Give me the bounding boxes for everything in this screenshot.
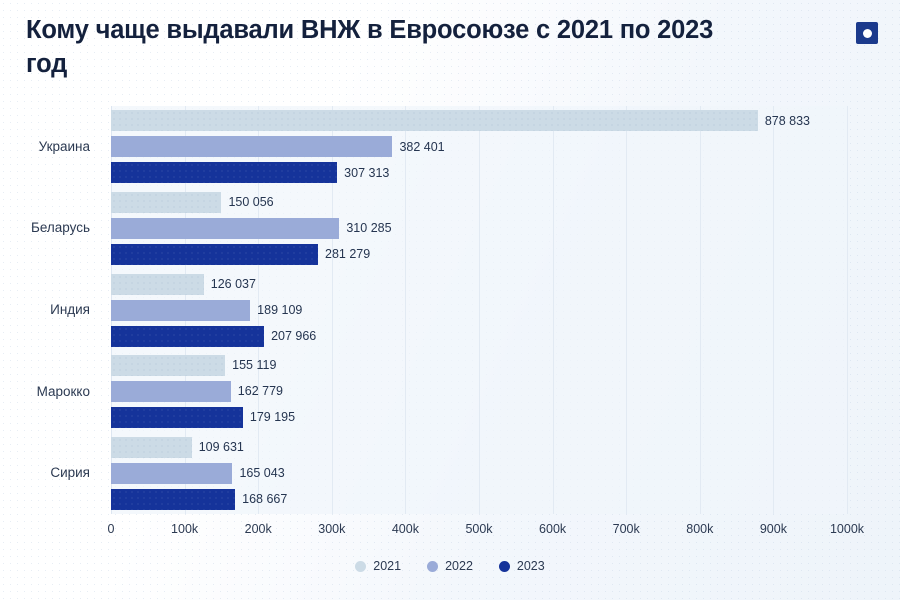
bar-group: 150 056 310 285 281 279 [111,191,847,265]
legend-swatch-icon [355,560,367,572]
bar-2021[interactable] [111,191,222,213]
legend-label: 2023 [516,559,545,573]
x-axis-tick: 0 [107,522,115,536]
bar-row[interactable]: 168 667 [111,488,288,510]
x-axis-tick: 200k [244,522,272,536]
bar-2023[interactable] [111,243,319,265]
bar-value-label: 189 109 [257,302,303,317]
legend-item-2023[interactable]: 2023 [498,559,545,573]
legend-item-2021[interactable]: 2021 [355,559,401,573]
legend-label: 2022 [445,559,473,573]
bar-value-label: 281 279 [325,247,371,262]
bar-value-label: 165 043 [239,465,285,480]
bar-value-label: 168 667 [242,491,288,506]
bar-2021[interactable] [111,110,758,132]
bar-row[interactable]: 109 631 [111,436,244,458]
bar-2022[interactable] [111,381,231,403]
gridline [847,106,848,514]
plot-area: 878 833 382 401 307 313 150 056 310 285 281 2… [111,106,848,514]
bar-value-label: 382 401 [399,139,445,154]
legend-item-2022[interactable]: 2022 [427,559,473,573]
bar-group: 126 037 189 109 207 966 [111,273,847,347]
bar-row[interactable]: 878 833 [111,110,810,132]
bar-2023[interactable] [111,488,236,510]
x-axis-tick: 300k [318,522,346,536]
x-axis-tick: 500k [465,522,493,536]
bar-2021[interactable] [111,273,204,295]
bar-group: 109 631 165 043 168 667 [111,436,847,510]
x-axis-tick: 400k [391,522,419,536]
bar-2021[interactable] [111,436,192,458]
y-axis-label-5: Сирия [50,465,90,481]
legend-swatch-icon [498,560,510,572]
x-axis-tick: 800k [686,522,714,536]
bar-row[interactable]: 189 109 [111,299,303,321]
bar-value-label: 109 631 [198,439,244,454]
y-axis-label-3: Индия [50,302,90,317]
x-axis-tick: 1000k [829,522,865,536]
bar-row[interactable]: 310 285 [111,217,392,239]
bar-row[interactable]: 281 279 [111,243,371,265]
y-axis-label-1: Украина [38,138,90,154]
bar-value-label: 126 037 [210,276,256,291]
bar-value-label: 162 779 [237,384,283,399]
header: Кому чаще выдавали ВНЖ в Евросоюзе с 202… [26,14,726,81]
x-axis: 0 100k 200k 300k 400k 500k 600k 700k 800k 900k 100… [107,514,865,542]
bar-value-label: 207 966 [271,328,317,343]
bar-row[interactable]: 165 043 [111,462,285,484]
bar-row[interactable]: 179 195 [111,407,296,429]
bar-group: 155 119 162 779 179 195 [111,355,847,429]
y-axis-label-4: Марокко [36,383,90,399]
logo-dot-icon [862,28,872,38]
x-axis-tick: 600k [539,522,567,536]
chart-legend: 2021 2022 2023 [0,559,900,573]
y-axis-category-labels: Украина Беларусь Индия Марокко Сирия [0,106,101,514]
logo-icon [856,22,878,44]
x-axis-tick: 900k [759,522,787,536]
bar-row[interactable]: 150 056 [111,191,274,213]
bar-row[interactable]: 207 966 [111,325,317,347]
bar-row[interactable]: 307 313 [111,162,390,184]
x-axis-tick: 100k [171,522,199,536]
bar-2023[interactable] [111,162,338,184]
bar-value-label: 155 119 [232,358,277,373]
legend-label: 2021 [373,559,402,573]
x-axis-tick: 700k [612,522,640,536]
legend-swatch-icon [427,560,439,572]
page-title: Кому чаще выдавали ВНЖ в Евросоюзе с 202… [26,16,714,78]
bar-group: 878 833 382 401 307 313 [111,110,847,184]
bar-value-label: 179 195 [249,410,296,425]
bar-value-label: 310 285 [346,221,392,236]
bar-2022[interactable] [111,462,233,484]
bar-value-label: 307 313 [344,165,390,180]
y-axis-label-2: Беларусь [30,220,90,236]
bar-value-label: 878 833 [764,113,810,128]
bar-row[interactable]: 162 779 [111,381,283,403]
bar-2022[interactable] [111,136,393,158]
bar-row[interactable]: 155 119 [111,355,277,377]
bar-2022[interactable] [111,299,251,321]
bar-row[interactable]: 382 401 [111,136,445,158]
bar-2021[interactable] [111,355,226,377]
bar-2023[interactable] [111,407,243,429]
bar-2022[interactable] [111,217,340,239]
bar-row[interactable]: 126 037 [111,273,256,295]
bar-2023[interactable] [111,325,265,347]
bar-value-label: 150 056 [228,195,274,210]
